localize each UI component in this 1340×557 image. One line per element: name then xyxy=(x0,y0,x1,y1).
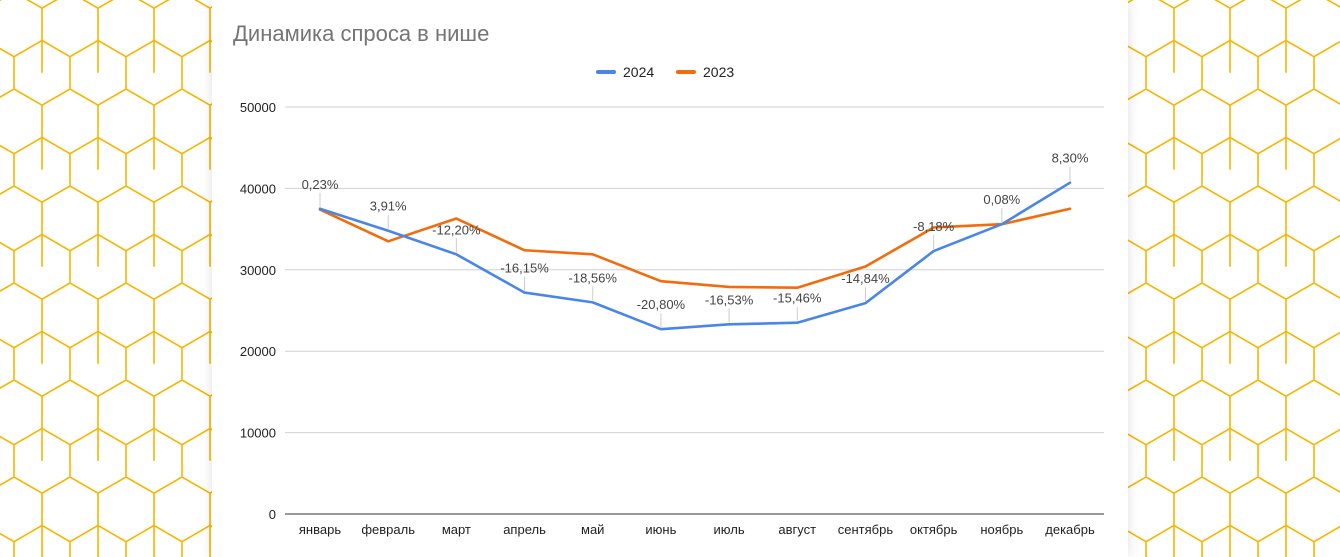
data-label: -12,20% xyxy=(432,222,481,237)
x-tick-label: март xyxy=(442,522,471,537)
legend-label-2023: 2023 xyxy=(703,64,734,80)
data-label: -16,15% xyxy=(500,261,549,276)
data-label: 8,30% xyxy=(1052,151,1089,166)
data-label: -15,46% xyxy=(773,291,822,306)
y-tick-label: 10000 xyxy=(240,426,276,441)
data-label: 0,08% xyxy=(983,192,1020,207)
line-chart: Динамика спроса в нише 0 10000 20000 30000 4… xyxy=(233,21,1104,537)
y-axis-ticks: 0 10000 20000 30000 40000 50000 xyxy=(240,100,276,522)
x-tick-label: ноябрь xyxy=(980,522,1023,537)
chart-title: Динамика спроса в нише xyxy=(233,21,489,46)
y-tick-label: 20000 xyxy=(240,344,276,359)
x-tick-label: апрель xyxy=(503,522,546,537)
series xyxy=(318,181,1072,331)
data-label: -8,18% xyxy=(913,219,955,234)
x-tick-label: июнь xyxy=(645,522,676,537)
x-tick-label: октябрь xyxy=(910,522,958,537)
data-label: -14,84% xyxy=(841,271,890,286)
x-tick-label: август xyxy=(778,522,816,537)
series-line-2023 xyxy=(318,207,1072,290)
data-label: -20,80% xyxy=(637,297,686,312)
data-label: -18,56% xyxy=(569,270,618,285)
chart-card: Динамика спроса в нише 0 10000 20000 30000 4… xyxy=(212,0,1128,557)
data-label: 0,23% xyxy=(302,177,339,192)
data-labels: 0,23% 3,91% -12,20% -16,15% -18,56% -20,80% -1… xyxy=(302,151,1089,328)
x-tick-label: июль xyxy=(714,522,745,537)
data-label: 3,91% xyxy=(370,199,407,214)
data-label: -16,53% xyxy=(705,292,754,307)
x-tick-label: февраль xyxy=(361,522,415,537)
x-axis-ticks: январь февраль март апрель май июнь июль август… xyxy=(299,522,1095,537)
legend-label-2024: 2024 xyxy=(623,64,654,80)
y-tick-label: 0 xyxy=(269,507,276,522)
y-tick-label: 50000 xyxy=(240,100,276,115)
grid xyxy=(285,106,1104,515)
x-tick-label: декабрь xyxy=(1045,522,1095,537)
y-tick-label: 40000 xyxy=(240,181,276,196)
series-line-2024 xyxy=(318,181,1072,331)
y-tick-label: 30000 xyxy=(240,263,276,278)
x-tick-label: май xyxy=(581,522,604,537)
honeycomb-background-right xyxy=(1128,0,1340,557)
legend: 2024 2023 xyxy=(596,64,734,80)
honeycomb-background-left xyxy=(0,0,212,557)
x-tick-label: январь xyxy=(299,522,341,537)
x-tick-label: сентябрь xyxy=(838,522,894,537)
